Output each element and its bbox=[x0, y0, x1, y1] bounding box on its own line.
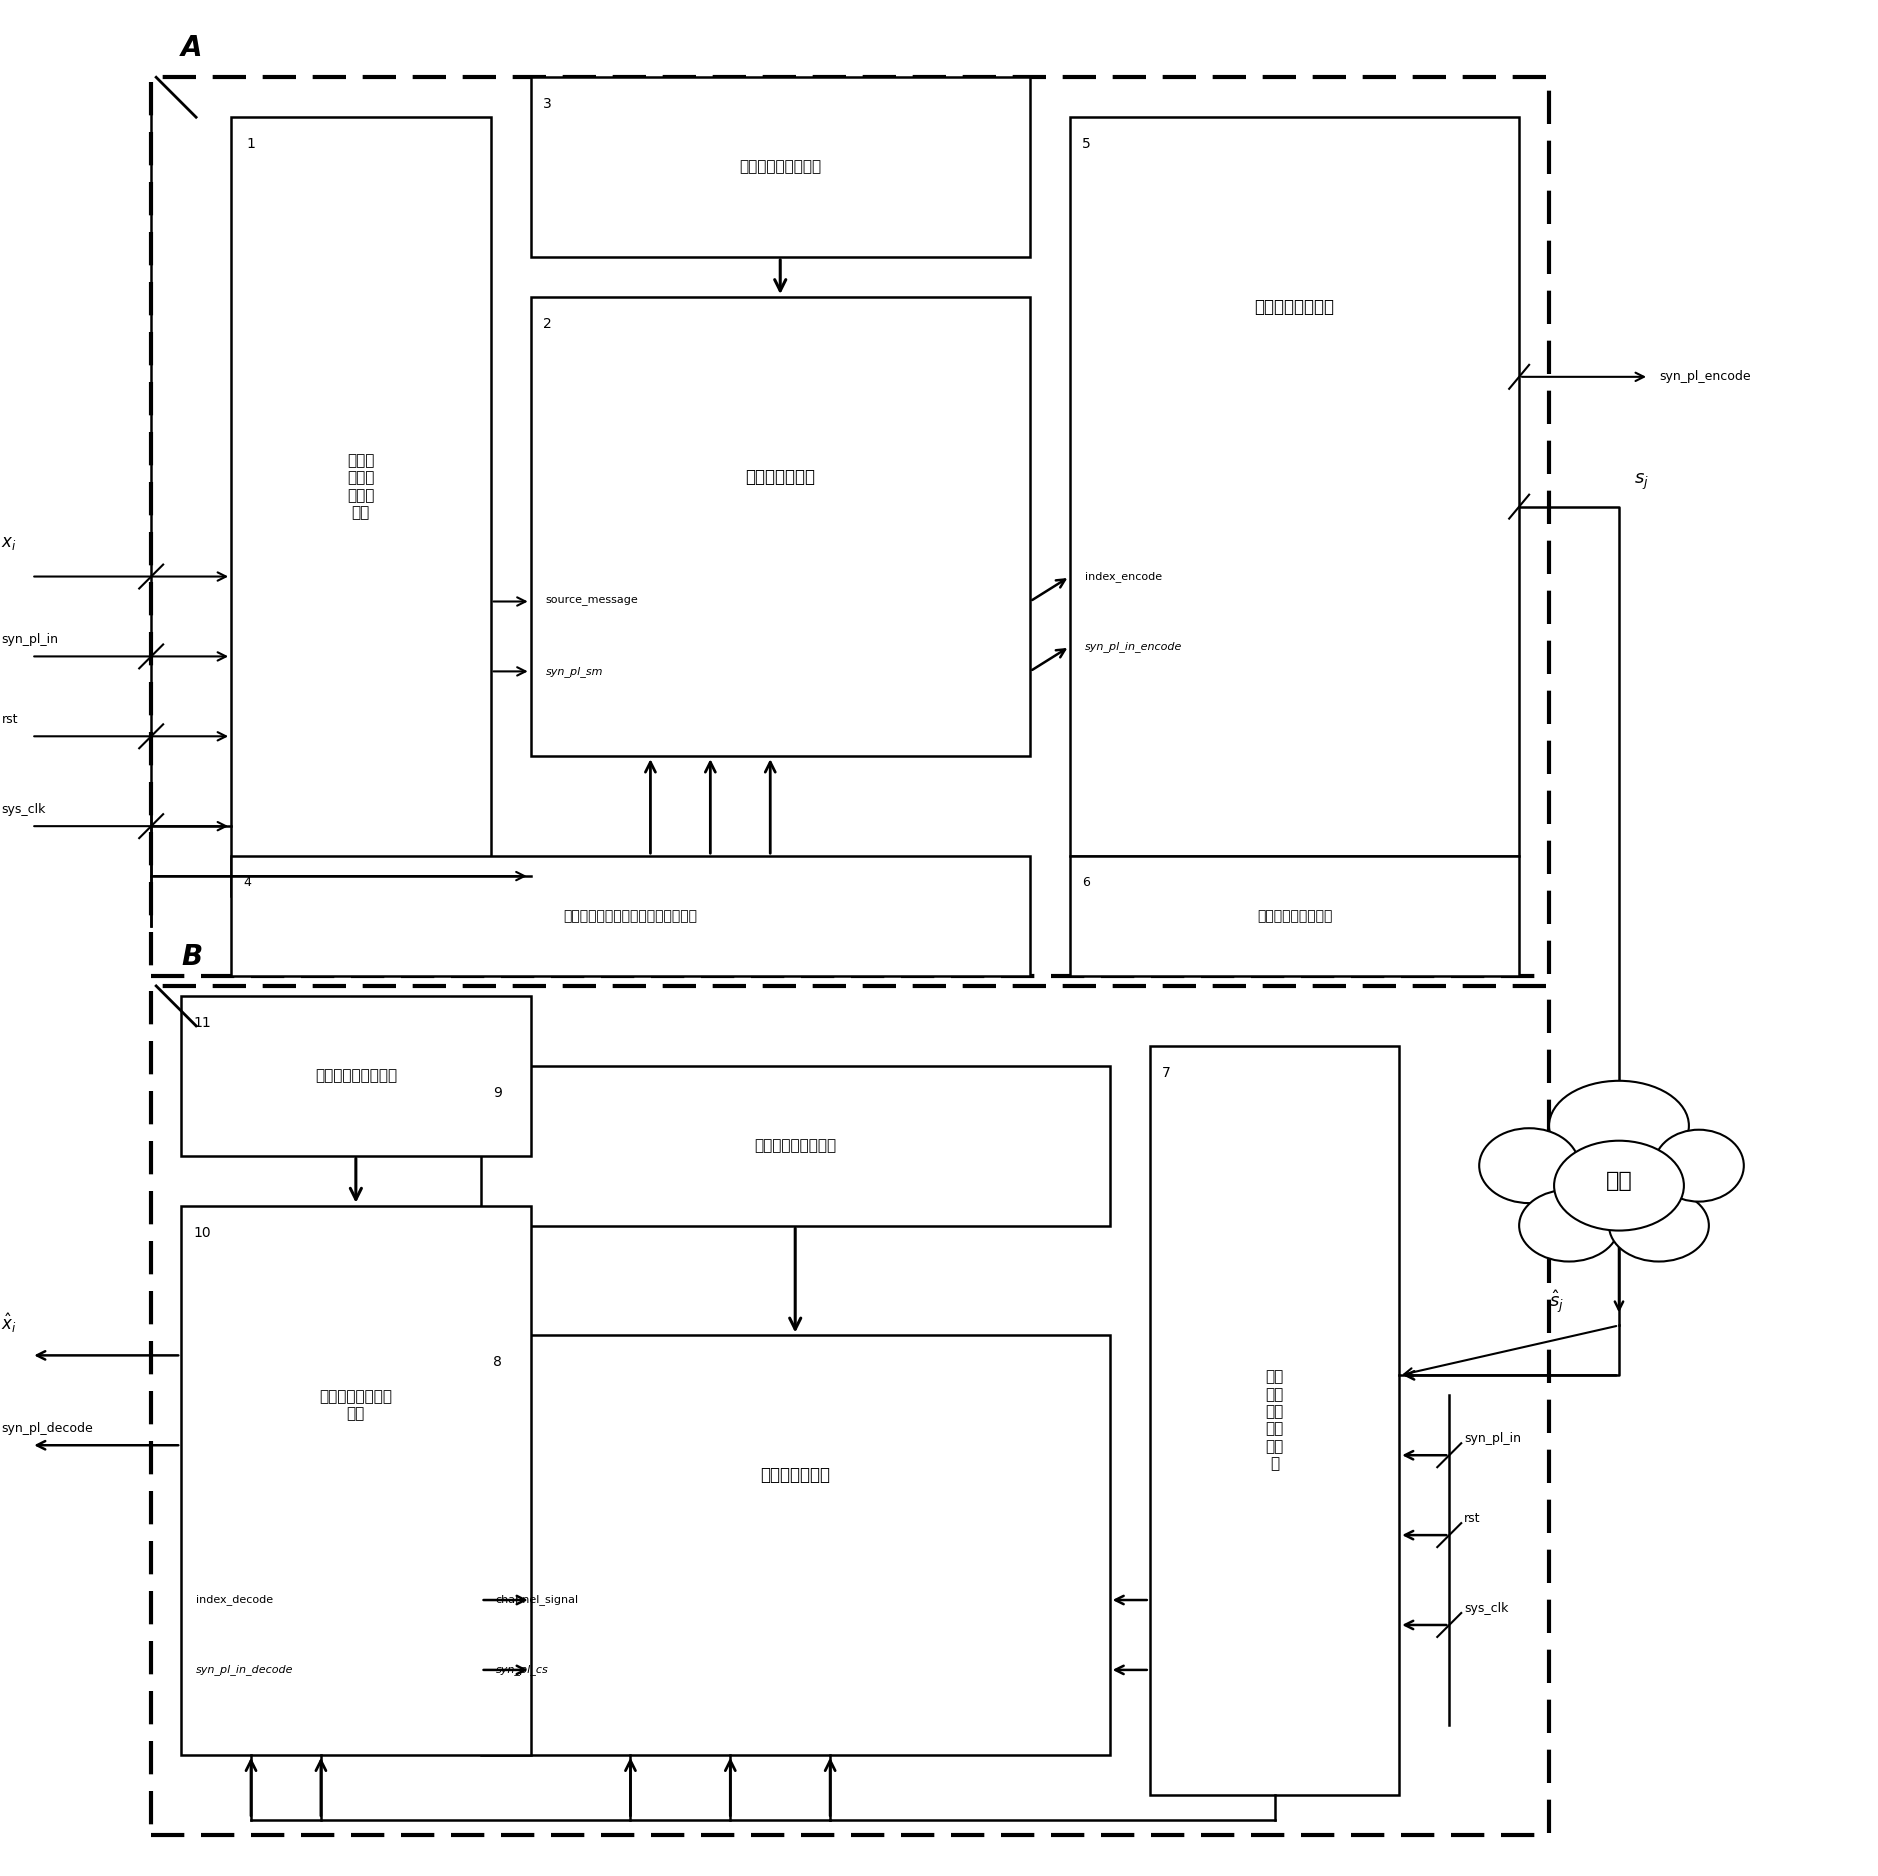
Text: 解码索引产生器: 解码索引产生器 bbox=[761, 1467, 830, 1484]
Text: syn_pl_in: syn_pl_in bbox=[1465, 1431, 1521, 1445]
Bar bbox=[150, 77, 1549, 976]
Text: 7: 7 bbox=[1162, 1066, 1170, 1081]
Bar bbox=[180, 996, 531, 1156]
Text: B: B bbox=[180, 944, 203, 972]
Bar bbox=[531, 77, 1029, 257]
Ellipse shape bbox=[1480, 1127, 1579, 1203]
Text: syn_pl_in_encode: syn_pl_in_encode bbox=[1085, 642, 1181, 651]
Text: 9: 9 bbox=[492, 1086, 501, 1099]
Text: rst: rst bbox=[2, 713, 19, 726]
Text: 3: 3 bbox=[543, 98, 552, 111]
Text: syn_pl_in_decode: syn_pl_in_decode bbox=[195, 1664, 293, 1675]
Text: 6: 6 bbox=[1082, 876, 1089, 889]
Text: sys_clk: sys_clk bbox=[1465, 1602, 1508, 1615]
Text: 信道符号功率及其他编码参数存储器: 信道符号功率及其他编码参数存储器 bbox=[563, 910, 697, 923]
Ellipse shape bbox=[1555, 1141, 1685, 1231]
Bar bbox=[150, 987, 1549, 1835]
Bar bbox=[531, 296, 1029, 756]
Text: 输入信
源消息
向量缓
冲器: 输入信 源消息 向量缓 冲器 bbox=[347, 454, 374, 520]
Text: index_decode: index_decode bbox=[195, 1595, 272, 1606]
Ellipse shape bbox=[1609, 1189, 1709, 1261]
Bar bbox=[1070, 855, 1519, 976]
Text: $\hat{x}_i$: $\hat{x}_i$ bbox=[2, 1311, 17, 1336]
Text: 10: 10 bbox=[193, 1225, 210, 1240]
Text: syn_pl_encode: syn_pl_encode bbox=[1658, 370, 1750, 383]
Text: sys_clk: sys_clk bbox=[2, 803, 45, 816]
Bar bbox=[231, 116, 490, 897]
Text: $x_i$: $x_i$ bbox=[2, 533, 17, 552]
Text: 重建信源消息存储器: 重建信源消息存储器 bbox=[316, 1067, 396, 1082]
Text: index_encode: index_encode bbox=[1085, 570, 1162, 582]
Text: 解码信道信号存储器: 解码信道信号存储器 bbox=[755, 1139, 836, 1154]
Bar bbox=[481, 1066, 1110, 1225]
Text: 信道: 信道 bbox=[1606, 1171, 1632, 1191]
Text: 输入
信道
信号
向量
缓冲
器: 输入 信道 信号 向量 缓冲 器 bbox=[1266, 1369, 1285, 1471]
Bar bbox=[231, 855, 1029, 976]
Text: channel_signal: channel_signal bbox=[496, 1595, 578, 1606]
Bar bbox=[180, 1206, 531, 1754]
Bar bbox=[1070, 116, 1519, 855]
Text: 8: 8 bbox=[492, 1354, 501, 1369]
Bar bbox=[1149, 1045, 1399, 1795]
Text: rst: rst bbox=[1465, 1512, 1480, 1525]
Text: $\hat{s}_j$: $\hat{s}_j$ bbox=[1549, 1289, 1564, 1315]
Ellipse shape bbox=[1549, 1081, 1688, 1171]
Text: 编码索引产生器: 编码索引产生器 bbox=[746, 467, 815, 486]
Text: 5: 5 bbox=[1082, 137, 1091, 152]
Text: $s_j$: $s_j$ bbox=[1634, 471, 1649, 492]
Text: 重建信源消息存储器: 重建信源消息存储器 bbox=[740, 159, 821, 174]
Text: syn_pl_sm: syn_pl_sm bbox=[546, 666, 603, 677]
Text: syn_pl_cs: syn_pl_cs bbox=[496, 1664, 548, 1675]
Text: source_message: source_message bbox=[546, 597, 639, 606]
Ellipse shape bbox=[1655, 1129, 1745, 1203]
Text: syn_pl_in: syn_pl_in bbox=[2, 634, 58, 647]
Text: syn_pl_decode: syn_pl_decode bbox=[2, 1422, 94, 1435]
Text: 2: 2 bbox=[543, 317, 552, 330]
Text: 编码信道信号存储器: 编码信道信号存储器 bbox=[1256, 910, 1332, 923]
Bar bbox=[481, 1336, 1110, 1754]
Text: 1: 1 bbox=[246, 137, 255, 152]
Text: 4: 4 bbox=[242, 876, 252, 889]
Text: 信道信号输出单元: 信道信号输出单元 bbox=[1255, 298, 1335, 315]
Text: 重建信源消息输出
单元: 重建信源消息输出 单元 bbox=[319, 1388, 393, 1422]
Text: A: A bbox=[180, 34, 203, 62]
Ellipse shape bbox=[1519, 1189, 1619, 1261]
Text: 11: 11 bbox=[193, 1017, 210, 1030]
